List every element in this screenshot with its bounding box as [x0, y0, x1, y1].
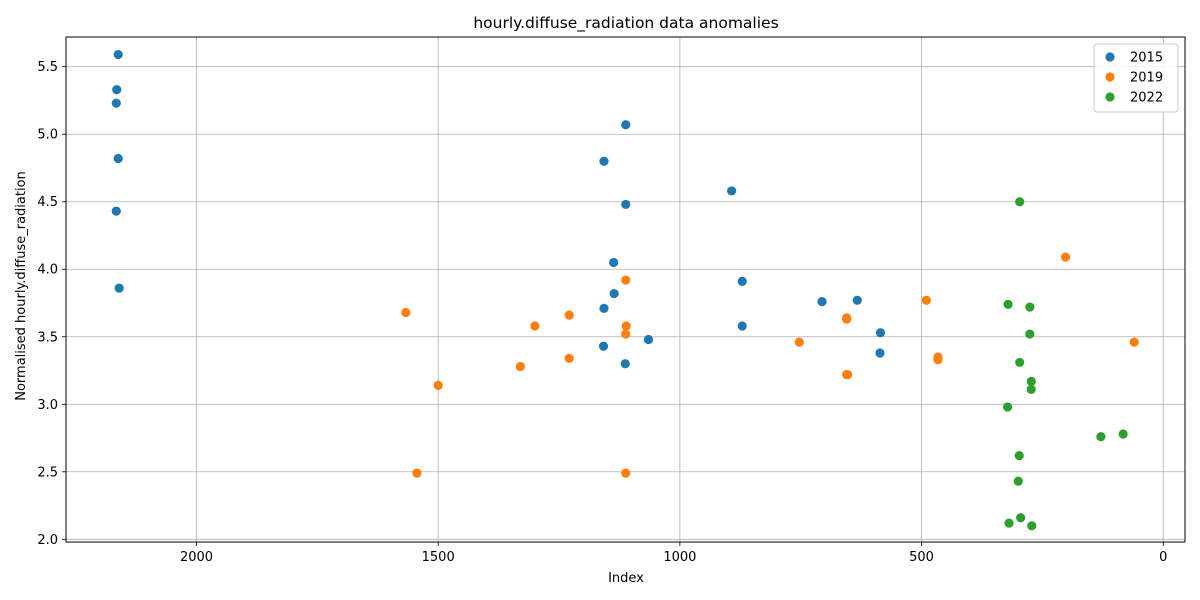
y-tick-label: 3.0 [37, 398, 58, 413]
data-point-2019 [842, 314, 852, 324]
data-point-2022 [1003, 402, 1013, 412]
y-tick-label: 5.5 [37, 60, 58, 75]
gridlines [66, 37, 1185, 542]
legend-label-2015: 2015 [1130, 51, 1163, 66]
legend-marker-2022 [1105, 92, 1115, 102]
data-point-2019 [564, 310, 574, 320]
data-point-2019 [1129, 337, 1139, 347]
data-point-2022 [1096, 432, 1106, 442]
data-point-2022 [1027, 521, 1037, 531]
data-point-2019 [921, 295, 931, 305]
data-point-2015 [113, 153, 123, 164]
data-point-2022 [1025, 302, 1035, 312]
data-point-2022 [1014, 450, 1024, 461]
data-point-2015 [609, 288, 619, 299]
legend-box [1093, 43, 1179, 113]
legend-label-2019: 2019 [1130, 71, 1163, 86]
data-point-2022 [1004, 518, 1014, 528]
data-point-2022 [1016, 513, 1026, 523]
data-point-2015 [598, 341, 609, 351]
legend-label-2022: 2022 [1130, 91, 1163, 106]
data-point-2015 [112, 85, 122, 95]
data-point-2015 [621, 120, 631, 130]
data-point-2015 [737, 321, 747, 331]
data-point-2022 [1026, 376, 1036, 386]
data-point-2022 [1015, 357, 1025, 368]
data-point-2015 [599, 303, 609, 314]
x-tick-label: 1500 [422, 550, 455, 565]
data-point-2022 [1026, 384, 1036, 395]
y-tick-label: 4.5 [37, 195, 58, 210]
data-point-2019 [401, 307, 411, 318]
data-point-2019 [794, 337, 804, 347]
data-point-2022 [1025, 329, 1035, 339]
data-point-2022 [1015, 197, 1025, 207]
data-point-2015 [111, 206, 121, 216]
data-point-2015 [643, 334, 654, 345]
data-point-2015 [609, 257, 619, 268]
y-tick-label: 5.0 [37, 128, 58, 143]
data-point-2019 [843, 369, 853, 380]
data-points [111, 49, 1139, 531]
legend-marker-2019 [1105, 72, 1115, 82]
data-point-2019 [621, 468, 631, 478]
data-point-2019 [621, 275, 631, 285]
legend-marker-2015 [1105, 52, 1115, 62]
data-point-2015 [599, 156, 609, 166]
axis-ticks: 2000 1500 1000 500 0 2.0 2.5 3.0 3.5 4.0 4.5 5.0 5.5 [37, 60, 1167, 565]
data-point-2019 [530, 321, 540, 331]
data-point-2015 [111, 98, 121, 108]
data-point-2022 [1003, 299, 1013, 309]
legend: 2015 2019 2022 [1093, 43, 1179, 113]
chart-title: hourly.diffuse_radiation data anomalies [473, 14, 778, 33]
plot-area [65, 36, 1186, 543]
data-point-2015 [620, 359, 630, 369]
data-point-2019 [933, 355, 943, 365]
data-point-2019 [1061, 252, 1071, 262]
data-point-2019 [621, 321, 631, 331]
data-point-2015 [852, 295, 862, 305]
data-point-2022 [1118, 429, 1128, 439]
y-axis-label: Normalised hourly.diffuse_radiation [14, 171, 29, 401]
data-point-2019 [515, 361, 525, 372]
data-point-2015 [621, 199, 631, 210]
x-tick-label: 1000 [663, 550, 696, 565]
data-point-2015 [875, 348, 885, 358]
y-tick-label: 2.0 [37, 533, 58, 548]
data-point-2022 [1013, 476, 1023, 486]
data-point-2015 [114, 283, 124, 293]
y-tick-label: 2.5 [37, 465, 58, 480]
data-point-2015 [737, 276, 747, 286]
data-point-2015 [817, 297, 827, 307]
data-point-2019 [433, 380, 443, 390]
data-point-2015 [113, 49, 123, 60]
data-point-2015 [875, 328, 886, 338]
x-tick-label: 0 [1159, 550, 1167, 565]
y-tick-label: 3.5 [37, 330, 58, 345]
x-tick-label: 2000 [180, 550, 213, 565]
y-tick-label: 4.0 [37, 263, 58, 278]
data-point-2019 [564, 353, 574, 363]
data-point-2019 [412, 468, 422, 478]
data-point-2015 [726, 186, 737, 196]
data-point-2019 [621, 329, 631, 339]
x-axis-label: Index [608, 571, 644, 586]
x-tick-label: 500 [909, 550, 934, 565]
